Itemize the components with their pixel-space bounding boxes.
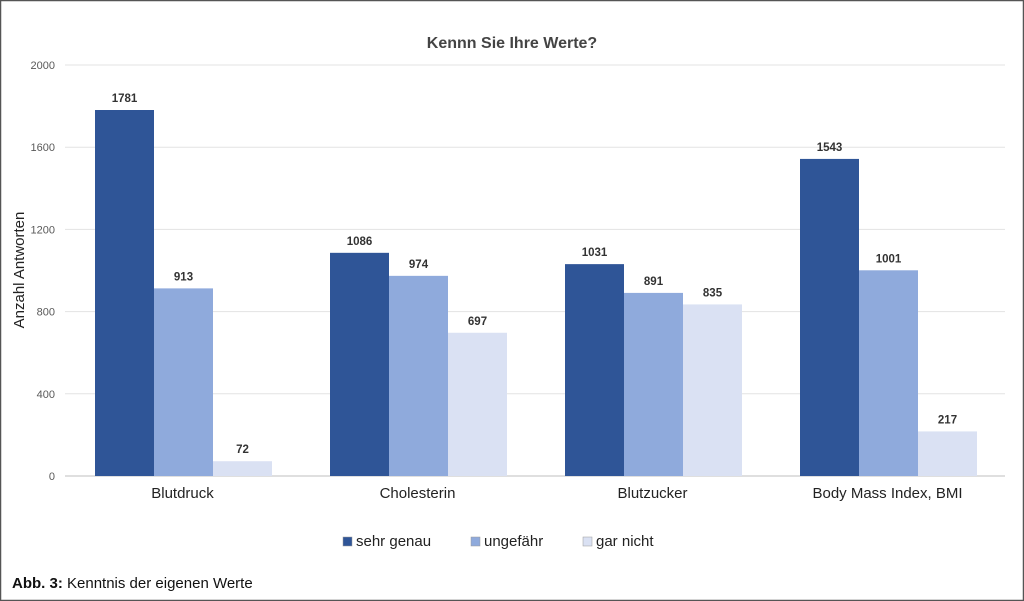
bar (213, 461, 272, 476)
figure-caption: Abb. 3: Kenntnis der eigenen Werte (12, 575, 253, 592)
data-label: 1781 (112, 93, 138, 105)
y-tick-label: 1200 (31, 224, 55, 236)
data-label: 1031 (582, 247, 608, 259)
y-tick-label: 1600 (31, 142, 55, 154)
legend-swatch (582, 536, 593, 547)
y-axis-label: Anzahl Antworten (11, 212, 28, 329)
data-label: 1001 (876, 253, 902, 265)
bar (565, 264, 624, 476)
y-tick-label: 800 (37, 307, 55, 319)
bar (95, 110, 154, 476)
data-label: 974 (409, 259, 429, 271)
data-label: 72 (236, 444, 249, 456)
data-label: 697 (468, 316, 487, 328)
data-label: 217 (938, 414, 957, 426)
bar (800, 158, 859, 476)
x-tick-label: Blutdruck (151, 485, 214, 502)
bar (448, 332, 507, 476)
data-label: 835 (703, 287, 723, 299)
bar (154, 288, 213, 476)
chart-title: Kennn Sie Ihre Werte? (427, 35, 597, 52)
data-label: 913 (174, 271, 193, 283)
x-tick-label: Body Mass Index, BMI (812, 485, 962, 502)
caption-text: Kenntnis der eigenen Werte (67, 575, 253, 592)
bar (330, 252, 389, 476)
bar (624, 292, 683, 476)
x-tick-label: Cholesterin (380, 485, 456, 502)
legend-label: sehr genau (356, 533, 431, 550)
legend-swatch (342, 536, 353, 547)
y-tick-label: 0 (49, 471, 55, 483)
legend-swatch (470, 536, 481, 547)
bar (683, 304, 742, 476)
bar (389, 275, 448, 476)
bar (859, 270, 918, 476)
data-label: 891 (644, 276, 664, 288)
caption-label: Abb. 3: (12, 575, 63, 592)
bar (918, 431, 977, 476)
legend-label: ungefähr (484, 533, 543, 550)
legend-label: gar nicht (596, 533, 654, 550)
data-label: 1086 (347, 236, 373, 248)
x-tick-label: Blutzucker (617, 485, 687, 502)
y-tick-label: 2000 (31, 60, 55, 72)
y-tick-label: 400 (37, 389, 55, 401)
data-label: 1543 (817, 142, 843, 154)
